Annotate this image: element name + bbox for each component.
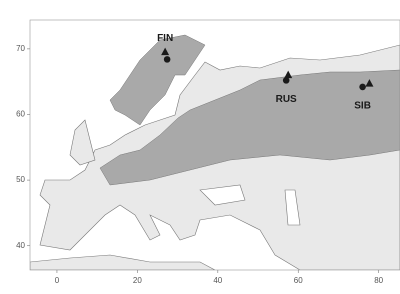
triangle-marker — [365, 79, 374, 87]
triangle-marker — [161, 47, 170, 56]
africa — [30, 254, 216, 270]
y-tick-label: 60 — [16, 110, 25, 119]
circle-marker — [359, 83, 366, 91]
map-border — [29, 19, 400, 271]
site-label: FIN — [157, 33, 173, 44]
y-tick-label: 50 — [16, 175, 25, 184]
y-tick-label: 70 — [16, 44, 25, 53]
y-tick-label: 40 — [16, 241, 25, 250]
triangle-marker — [284, 70, 293, 79]
site-label: SIB — [354, 101, 371, 112]
x-tick-label: 20 — [133, 276, 142, 285]
caspian-sea — [284, 189, 301, 226]
scandinavia — [109, 34, 206, 126]
range — [99, 69, 400, 186]
site-label: RUS — [276, 94, 297, 105]
circle-marker — [163, 56, 171, 63]
basemap — [30, 34, 400, 270]
x-tick-label: 40 — [213, 276, 222, 285]
circle-marker — [282, 77, 290, 84]
x-tick-label: 0 — [55, 276, 60, 285]
x-tick-label: 80 — [374, 276, 383, 285]
britain — [69, 119, 96, 166]
black-sea — [199, 184, 246, 206]
x-tick-label: 60 — [294, 276, 303, 285]
